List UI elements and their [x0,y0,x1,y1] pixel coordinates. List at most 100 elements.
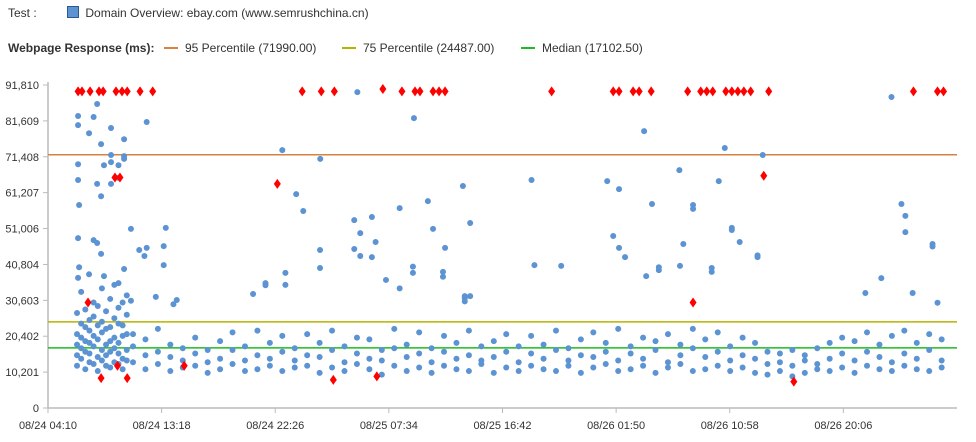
data-point [540,355,547,362]
data-point [552,327,559,334]
y-tick-label: 51,006 [5,224,39,236]
data-point [754,252,761,259]
data-point [627,350,634,357]
data-point [90,299,97,306]
data-point [107,324,114,331]
data-point [82,324,89,331]
data-point [353,361,360,368]
data-point [515,359,522,366]
data-point [528,362,535,369]
data-point [403,353,410,360]
data-point [878,275,885,282]
data-point [127,225,134,232]
data-point [680,241,687,248]
data-point [357,230,364,237]
data-point [316,369,323,376]
data-point [160,262,167,269]
data-point [898,200,905,207]
data-point [714,348,721,355]
data-point [254,366,261,373]
data-point [416,329,423,336]
data-point [616,244,623,251]
data-point [615,368,622,375]
data-point [154,348,161,355]
error-diamond-marker [934,86,942,97]
error-diamond-marker [689,297,697,308]
data-point [851,357,858,364]
data-point [689,368,696,375]
data-point [353,350,360,357]
data-point [167,353,174,360]
data-point [902,229,909,236]
data-point [416,350,423,357]
error-diamond-marker [329,374,337,385]
data-point [655,264,662,271]
data-point [108,180,115,187]
error-diamond-marker [84,297,92,308]
data-point [801,352,808,359]
data-point [98,193,105,200]
data-point [901,327,908,334]
data-point [689,345,696,352]
data-point [862,289,869,296]
data-point [864,362,871,369]
data-point [396,205,403,212]
error-diamond-marker [703,86,711,97]
data-point [293,191,300,198]
x-tick-label: 08/24 04:10 [19,420,77,432]
y-tick-label: 10,201 [5,367,39,379]
data-point [378,371,385,378]
data-point [90,332,97,339]
data-point [721,145,728,152]
data-point [143,118,150,125]
test-header: Test : Domain Overview: ebay.com (www.se… [8,6,369,20]
data-point [826,355,833,362]
data-point [851,369,858,376]
data-point [241,357,248,364]
data-point [78,355,85,362]
data-point [115,339,122,346]
data-point [121,266,128,273]
legend-item-95-percentile[interactable]: 95 Percentile (71990.00) [164,41,316,55]
data-point [441,332,448,339]
data-point [714,362,721,369]
data-point [702,353,709,360]
data-point [643,273,650,280]
legend-item-75-percentile[interactable]: 75 Percentile (24487.00) [342,41,494,55]
data-point [627,366,634,373]
data-point [759,152,766,159]
data-point [173,296,180,303]
data-point [577,336,584,343]
data-point [558,262,565,269]
data-point [409,269,416,276]
data-point [316,339,323,346]
data-point [702,366,709,373]
error-diamond-marker [760,170,768,181]
data-point [441,348,448,355]
data-point [300,207,307,214]
legend-line-icon [521,47,535,49]
data-point [428,345,435,352]
data-point [839,364,846,371]
data-point [372,238,379,245]
data-point [602,339,609,346]
data-point [610,232,617,239]
y-tick-label: 71,408 [5,152,39,164]
data-point [100,162,107,169]
data-point [851,338,858,345]
data-point [776,359,783,366]
data-point [934,299,941,306]
data-point [459,183,466,190]
data-point [715,178,722,185]
error-diamond-marker [940,86,948,97]
data-point [901,362,908,369]
data-point [540,341,547,348]
data-point [439,273,446,280]
data-point [108,124,115,131]
legend-item-median[interactable]: Median (17102.50) [521,41,643,55]
data-point [357,253,364,260]
error-diamond-marker [635,86,643,97]
data-point [74,310,81,317]
error-diamond-marker [615,86,623,97]
data-point [409,263,416,270]
